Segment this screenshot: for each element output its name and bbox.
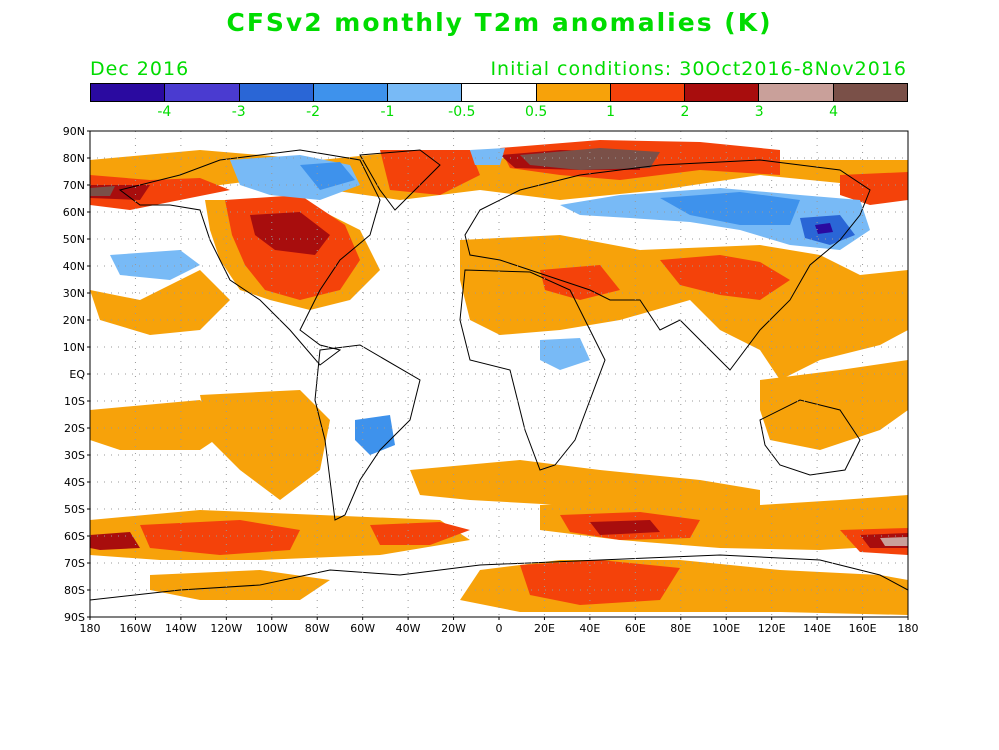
valid-month: Dec 2016 — [90, 58, 190, 80]
colorbar-swatch — [759, 84, 834, 101]
longitude-label: 180 — [898, 622, 919, 635]
anomaly-positive-band — [410, 460, 760, 510]
latitude-label: 80N — [63, 152, 85, 165]
colorbar-label: -0.5 — [448, 104, 476, 120]
initial-conditions: Initial conditions: 30Oct2016-8Nov2016 — [490, 58, 907, 80]
latitude-label: 30S — [64, 449, 85, 462]
anomaly-extreme-positive — [880, 537, 908, 546]
map-title: CFSv2 monthly T2m anomalies (K) — [226, 8, 773, 37]
latitude-label: 90N — [63, 125, 85, 138]
colorbar-swatch — [388, 84, 463, 101]
latitude-label: 50S — [64, 503, 85, 516]
longitude-label: 80E — [670, 622, 691, 635]
anomaly-negative — [110, 250, 200, 280]
latitude-labels: 90N 80N 70N 60N 50N 40N 30N 20N 10N EQ 10S 20S 30S 40… — [63, 125, 90, 624]
colorbar-label: -4 — [157, 104, 172, 120]
longitude-label: 0 — [496, 622, 503, 635]
latitude-label: 10N — [63, 341, 85, 354]
latitude-label: 40N — [63, 260, 85, 273]
latitude-label: 20S — [64, 422, 85, 435]
anomaly-negative — [660, 192, 800, 225]
longitude-label: 120W — [210, 622, 242, 635]
colorbar-label: -1 — [380, 104, 395, 120]
longitude-label: 60E — [625, 622, 646, 635]
colorbar-label: -2 — [306, 104, 321, 120]
anomaly-fields — [90, 140, 908, 615]
colorbar — [90, 83, 908, 102]
colorbar-label: 4 — [829, 104, 839, 120]
latitude-label: 30N — [63, 287, 85, 300]
longitude-label: 40E — [579, 622, 600, 635]
anomaly-strong-positive — [370, 522, 470, 545]
longitude-label: 160E — [849, 622, 877, 635]
longitude-label: 120E — [758, 622, 786, 635]
latitude-label: 60S — [64, 530, 85, 543]
anomaly-very-strong-positive — [250, 212, 330, 255]
latitude-label: 80S — [64, 584, 85, 597]
anomaly-strong-positive — [380, 150, 480, 195]
eurasia-coast — [464, 159, 871, 371]
longitude-label: 100E — [712, 622, 740, 635]
longitude-label: 180 — [80, 622, 101, 635]
south-america-coast — [314, 344, 421, 521]
anomaly-strong-positive — [140, 520, 300, 555]
anomaly-very-strong-positive — [590, 520, 660, 535]
antarctica-coast — [89, 554, 909, 601]
anomaly-negative — [470, 148, 505, 165]
anomaly-strong-positive — [520, 560, 680, 605]
colorbar-label: 2 — [680, 104, 690, 120]
north-america-coast — [118, 149, 381, 366]
anomaly-negative — [540, 338, 590, 370]
longitude-label: 20W — [441, 622, 466, 635]
africa-coast — [459, 269, 606, 471]
anomaly-negative — [815, 223, 833, 234]
longitude-label: 140E — [803, 622, 831, 635]
latitude-label: EQ — [69, 368, 85, 381]
longitude-label: 100W — [256, 622, 288, 635]
latitude-label: 70S — [64, 557, 85, 570]
latitude-label: 90S — [64, 611, 85, 624]
colorbar-swatch — [462, 84, 537, 101]
longitude-label: 160W — [120, 622, 152, 635]
latitude-label: 50N — [63, 233, 85, 246]
longitude-label: 40W — [396, 622, 421, 635]
colorbar-swatch — [239, 84, 314, 101]
longitude-label: 20E — [534, 622, 555, 635]
anomaly-extreme-positive — [90, 186, 115, 196]
anomaly-strong-positive — [840, 172, 908, 205]
anomaly-strong-positive — [90, 175, 230, 210]
latitude-label: 20N — [63, 314, 85, 327]
longitude-label: 140W — [165, 622, 197, 635]
latitude-label: 70N — [63, 179, 85, 192]
anomaly-positive-band — [150, 570, 330, 600]
colorbar-swatch — [610, 84, 686, 101]
colorbar-swatch — [685, 84, 760, 101]
colorbar-label: -3 — [231, 104, 246, 120]
latitude-label: 40S — [64, 476, 85, 489]
longitude-label: 60W — [350, 622, 375, 635]
colorbar-label: 3 — [754, 104, 764, 120]
colorbar-label: 0.5 — [525, 104, 548, 120]
colorbar-swatch — [165, 84, 240, 101]
anomaly-positive-band — [90, 400, 230, 450]
anomaly-very-strong-positive — [90, 532, 140, 550]
longitude-labels: 180 160W 140W 120W 100W 80W 60W 40W 20W 0 20E 40E 60… — [80, 617, 919, 635]
colorbar-swatch — [91, 84, 166, 101]
colorbar-swatch — [313, 84, 389, 101]
anomaly-strong-positive — [540, 265, 620, 300]
australia-coast — [759, 399, 861, 476]
colorbar-label: 1 — [606, 104, 615, 120]
longitude-label: 80W — [305, 622, 330, 635]
coastlines — [89, 149, 909, 601]
latitude-label: 10S — [64, 395, 85, 408]
latitude-label: 60N — [63, 206, 85, 219]
colorbar-swatch — [833, 84, 907, 101]
anomaly-positive-band — [200, 390, 330, 500]
anomaly-positive-band — [90, 270, 230, 335]
anomaly-negative — [300, 162, 355, 190]
colorbar-swatch — [536, 84, 611, 101]
